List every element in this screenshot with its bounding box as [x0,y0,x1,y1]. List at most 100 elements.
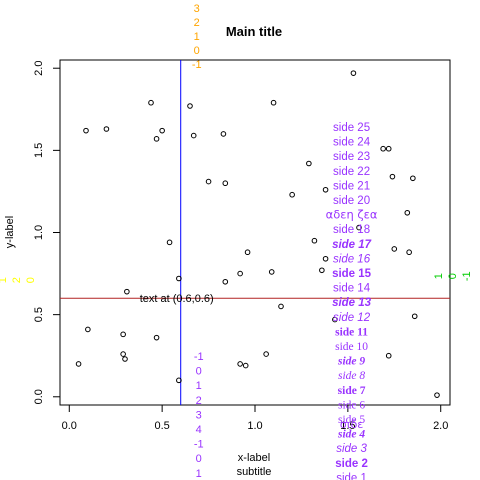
chart-title: Main title [226,24,282,39]
point-annotation: text at (0.6,0.6) [140,293,214,305]
side-label: side 18 [333,224,370,236]
y-tick-label: 1.5 [33,143,45,158]
side-label: side 8 [338,370,365,382]
side-label: side 6 [338,399,365,411]
side-label: side 2 [335,458,368,470]
data-point [222,278,229,285]
chart-subtitle: subtitle [237,466,272,478]
data-point [322,186,329,193]
data-point [122,356,128,362]
data-point [322,255,329,262]
y-tick-label: 0.0 [33,389,45,404]
data-point [350,70,357,76]
data-point [166,239,173,246]
data-point [434,392,440,398]
right-margin-label: -1 [461,271,473,281]
bottom-margin-label: 3 [196,409,202,421]
data-point [187,103,193,109]
top-margin-label: -1 [192,59,202,71]
data-point [319,267,325,274]
side-label: side 22 [333,166,370,178]
data-point [410,175,416,182]
bottom-margin-label: 1 [196,380,202,392]
data-point [306,160,312,167]
data-point [153,334,160,341]
side-label: side 9 [337,356,365,368]
data-point [244,249,251,256]
x-axis-label: x-label [238,452,270,464]
side-labels: side 25 side 24 side 23 side 22 side 21 side … [326,122,378,480]
top-margin-label: 1 [194,31,200,43]
data-point [242,362,249,369]
data-point [385,145,392,152]
side-label: side 25 [333,122,370,134]
side-label: side 3 [336,443,367,455]
side-label: side 16 [333,253,371,265]
y-tick-label: 0.5 [33,307,45,322]
side-overlay-label: σιδε [340,418,363,431]
left-margin-label: 1 [0,277,9,283]
data-point [222,180,229,187]
data-point [385,352,392,359]
side-label: side 23 [333,151,370,163]
side-label: side 1 [336,472,367,480]
top-margin-label: 2 [194,17,200,29]
side-label: side 10 [335,341,368,353]
data-point [176,377,182,384]
data-point [120,331,126,338]
data-point [389,173,396,180]
x-tick-label: 0.5 [154,420,169,432]
data-point [220,131,227,137]
data-point [120,351,126,357]
x-tick-label: 0.0 [62,420,77,432]
reference-lines [60,60,450,405]
side-label: side 21 [333,180,370,192]
side-label: side 5 [338,414,365,426]
x-tick-label: 2.0 [433,420,448,432]
data-point [278,303,284,310]
side-label: side 15 [332,268,372,280]
top-margin-label: 3 [194,3,200,15]
data-point [237,270,243,277]
data-point [205,178,212,185]
data-point [332,316,338,323]
bottom-margin-label: 1 [196,468,202,480]
data-point [237,361,243,367]
side-label: side 7 [338,385,366,397]
data-point [75,361,82,367]
data-point [289,191,295,198]
data-point [159,127,165,134]
x-axis: 0.0 0.5 1.0 1.5 2.0 [62,404,448,432]
data-point [411,313,418,320]
side-label: side 14 [333,283,371,295]
data-point [153,136,160,142]
data-point [268,269,275,275]
right-margin-label: 0 [447,273,459,279]
data-point [404,209,411,216]
data-point [380,145,386,152]
bottom-margin-label: 0 [196,366,202,378]
data-point [190,132,197,139]
y-tick-label: 2.0 [33,61,45,76]
data-point [176,275,182,282]
side-label: side 11 [335,326,368,338]
x-tick-label: 1.0 [247,420,262,432]
bottom-margin-label: 4 [196,424,202,436]
side-label: side 12 [333,312,371,324]
data-point [263,351,269,357]
data-points [75,70,440,398]
side-label: αδεη ζεα [326,208,378,222]
y-tick-label: 1.0 [33,225,45,240]
x-tick-label: 1.5 [340,420,355,432]
data-point [311,237,318,244]
data-point [270,99,277,106]
data-point [83,127,89,134]
y-axis: 0.0 0.5 1.0 1.5 2.0 [33,61,61,404]
data-point [124,288,130,295]
data-point [148,99,154,106]
bottom-margin-label: -1 [194,439,204,451]
